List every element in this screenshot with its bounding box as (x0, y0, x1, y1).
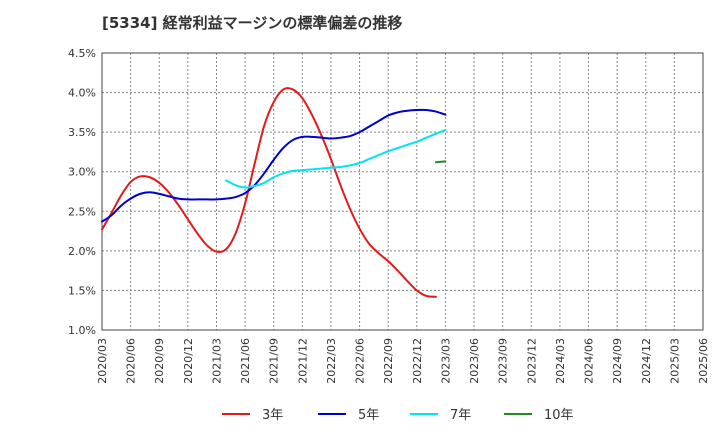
legend-label: 3年 (262, 408, 283, 423)
x-tick-label: 2024/09 (611, 338, 624, 384)
y-tick-label: 2.0% (68, 245, 96, 258)
x-tick-label: 2020/06 (125, 338, 138, 384)
x-tick-label: 2021/12 (296, 338, 309, 384)
series-group (101, 87, 447, 298)
series-line-5年 (101, 108, 447, 223)
series-line-3年 (101, 87, 437, 298)
x-tick-label: 2021/03 (210, 338, 223, 384)
y-tick-label: 3.0% (68, 166, 96, 179)
y-tick-label: 2.5% (68, 205, 96, 218)
plot-frame (101, 52, 704, 331)
grid-lines (102, 53, 703, 330)
legend-label: 5年 (358, 408, 379, 423)
y-tick-label: 4.5% (68, 47, 96, 60)
x-tick-label: 2021/09 (268, 338, 281, 384)
legend-label: 10年 (544, 408, 574, 423)
y-axis: 1.0% 1.5% 2.0% 2.5% 3.0% 3.5% 4.0% 4.5% (68, 47, 96, 337)
x-tick-label: 2022/06 (354, 338, 367, 384)
x-tick-label: 2022/12 (411, 338, 424, 384)
x-tick-label: 2024/03 (554, 338, 567, 384)
x-tick-label: 2023/06 (468, 338, 481, 384)
x-tick-label: 2020/03 (96, 338, 109, 384)
x-tick-label: 2024/06 (583, 338, 596, 384)
y-tick-label: 4.0% (68, 87, 96, 100)
x-tick-label: 2023/12 (525, 338, 538, 384)
y-tick-label: 1.5% (68, 284, 96, 297)
series-line-10年 (434, 160, 447, 164)
x-tick-label: 2022/03 (325, 338, 338, 384)
x-tick-label: 2023/09 (497, 338, 510, 384)
x-tick-label: 2025/06 (697, 338, 710, 384)
plot-area (102, 53, 703, 330)
x-tick-label: 2020/12 (182, 338, 195, 384)
y-tick-label: 3.5% (68, 126, 96, 139)
x-axis: 2020/03 2020/06 2020/09 2020/12 2021/03 2021/… (96, 338, 710, 384)
chart-title: [5334] 経常利益マージンの標準偏差の推移 (102, 14, 403, 32)
y-tick-label: 1.0% (68, 324, 96, 337)
x-tick-label: 2020/09 (153, 338, 166, 384)
x-tick-label: 2022/09 (382, 338, 395, 384)
x-tick-label: 2024/12 (640, 338, 653, 384)
x-tick-label: 2023/03 (439, 338, 452, 384)
series-line-7年 (225, 128, 447, 189)
x-tick-label: 2025/03 (668, 338, 681, 384)
legend: 3年 5年 7年 10年 (222, 408, 574, 423)
legend-label: 7年 (450, 408, 471, 423)
x-tick-label: 2021/06 (239, 338, 252, 384)
